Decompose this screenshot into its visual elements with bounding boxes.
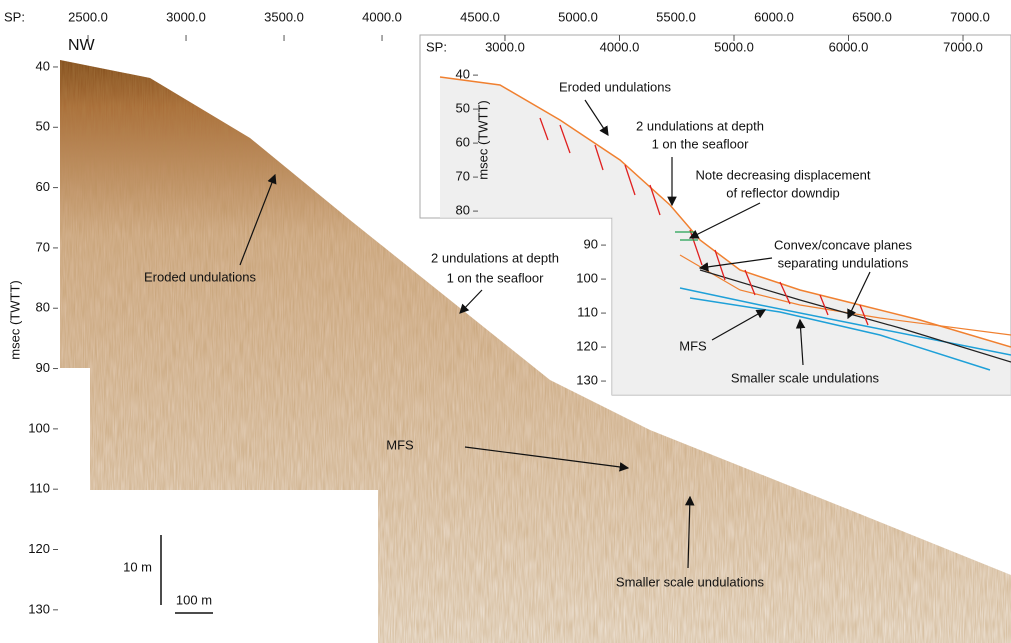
y-tick-label: 90 — [584, 237, 598, 252]
arrow — [459, 289, 483, 314]
y-tick-label: 100 — [28, 420, 50, 435]
annotation: Eroded undulations — [144, 269, 257, 284]
annotation: Smaller scale undulations — [616, 574, 765, 589]
x-tick-label: 3000.0 — [485, 39, 525, 54]
annotation: Convex/concave planes — [774, 237, 913, 252]
y-tick-label: 80 — [36, 300, 50, 315]
arrow — [239, 173, 277, 266]
y-axis-label: msec (TWTT) — [7, 280, 22, 359]
inset-annotations: Eroded undulations 2 undulations at dept… — [559, 79, 913, 385]
x-tick-label: 5500.0 — [656, 9, 696, 24]
y-tick-label: 60 — [456, 135, 470, 150]
annotation: Note decreasing displacement — [696, 167, 871, 182]
annotation: MFS — [386, 437, 414, 452]
y-tick-label: 100 — [576, 271, 598, 286]
x-tick-label: 5000.0 — [558, 9, 598, 24]
y-tick-label: 110 — [577, 305, 598, 320]
annotation: of reflector downdip — [726, 185, 839, 200]
arrow — [847, 271, 871, 320]
x-axis-label: SP: — [426, 39, 447, 54]
annotation: 2 undulations at depth — [636, 118, 764, 133]
y-tick-label: 120 — [28, 541, 50, 556]
scale-bar: 10 m 100 m — [123, 535, 213, 614]
corner-label: NW — [68, 37, 96, 54]
x-tick-label: 6000.0 — [829, 39, 869, 54]
y-tick-label: 40 — [456, 67, 470, 82]
y-tick-label: 60 — [36, 179, 50, 194]
scale-label: 10 m — [123, 559, 152, 574]
arrow — [698, 257, 773, 272]
x-tick-label: 4000.0 — [362, 9, 402, 24]
annotation: Eroded undulations — [559, 79, 672, 94]
x-tick-label: 7000.0 — [943, 39, 983, 54]
arrow — [688, 202, 761, 239]
y-tick-label: 40 — [36, 58, 50, 73]
arrow — [584, 99, 609, 137]
x-tick-label: 4500.0 — [460, 9, 500, 24]
arrow — [795, 318, 806, 366]
y-tick-label: 70 — [456, 169, 470, 184]
y-tick-label: 120 — [576, 339, 598, 354]
arrow — [464, 446, 630, 472]
x-axis-label: SP: — [4, 9, 25, 24]
x-tick-label: 6500.0 — [852, 9, 892, 24]
x-tick-label: 2500.0 — [68, 9, 108, 24]
y-tick-label: 130 — [576, 372, 598, 387]
x-tick-label: 7000.0 — [950, 9, 990, 24]
scale-label: 100 m — [176, 592, 212, 607]
y-tick-label: 90 — [36, 360, 50, 375]
annotation: 1 on the seafloor — [652, 136, 750, 151]
y-tick-label: 50 — [36, 119, 50, 134]
y-tick-label: 50 — [456, 101, 470, 116]
arrow — [684, 495, 695, 569]
x-tick-label: 3500.0 — [264, 9, 304, 24]
arrow — [711, 309, 767, 341]
y-tick-label: 130 — [28, 601, 50, 616]
y-tick-label: 70 — [36, 239, 50, 254]
y-tick-label: 80 — [456, 203, 470, 218]
inset — [419, 34, 1011, 396]
x-tick-label: 5000.0 — [714, 39, 754, 54]
y-axis-label: msec (TWTT) — [475, 100, 490, 179]
annotation: 1 on the seafloor — [447, 270, 545, 285]
annotation: 2 undulations at depth — [431, 250, 559, 265]
main-annotations: Eroded undulations 2 undulations at dept… — [144, 173, 765, 589]
x-tick-label: 6000.0 — [754, 9, 794, 24]
annotation: Smaller scale undulations — [731, 370, 880, 385]
y-tick-label: 110 — [29, 481, 50, 496]
x-tick-label: 3000.0 — [166, 9, 206, 24]
annotation: separating undulations — [778, 255, 909, 270]
annotation: MFS — [679, 338, 707, 353]
x-tick-label: 4000.0 — [600, 39, 640, 54]
